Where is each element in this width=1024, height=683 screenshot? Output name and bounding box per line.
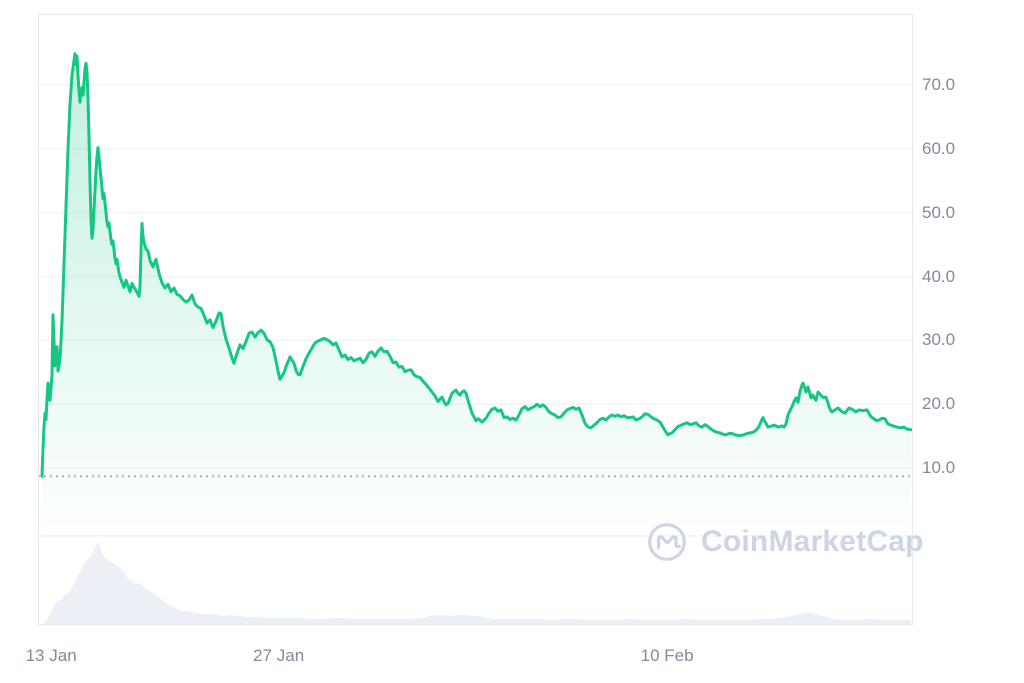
y-axis-label: 10.0 — [922, 458, 956, 477]
y-axis-label: 30.0 — [922, 330, 956, 350]
x-axis-label: 10 Feb — [640, 646, 694, 665]
y-axis-label: 40.0 — [922, 266, 956, 286]
price-line — [40, 52, 913, 478]
chart-canvas[interactable] — [38, 14, 913, 625]
y-axis-label: 20.0 — [922, 394, 956, 414]
price-area-fill — [42, 53, 911, 624]
y-axis-label: 50.0 — [922, 202, 956, 222]
y-axis-label: 70.0 — [922, 75, 956, 94]
x-axis-label: 27 Jan — [253, 646, 305, 665]
y-axis-label: 60.0 — [922, 138, 956, 158]
x-axis-label: 13 Jan — [25, 646, 77, 665]
plot-border — [38, 14, 913, 625]
volume-area — [43, 542, 911, 624]
